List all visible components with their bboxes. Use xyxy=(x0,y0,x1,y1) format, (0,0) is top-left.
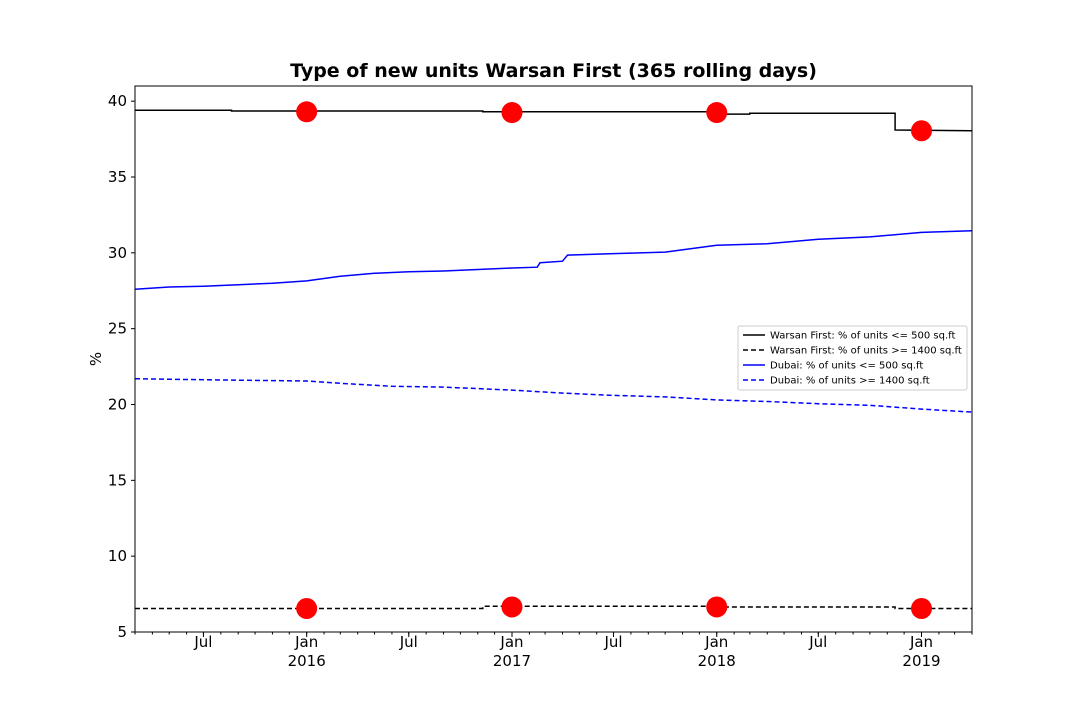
y-tick-label-5: 30 xyxy=(108,244,127,262)
marker-point-6 xyxy=(706,596,728,618)
marker-point-0 xyxy=(296,101,318,123)
marker-point-1 xyxy=(501,102,523,124)
x-tick-label-2: Jul xyxy=(399,633,418,651)
legend-label-2: Dubai: % of units <= 500 sq.ft xyxy=(770,361,923,372)
marker-point-3 xyxy=(911,120,933,142)
series-line-3 xyxy=(134,377,973,413)
y-axis-label: % xyxy=(87,352,105,366)
y-tick-label-1: 10 xyxy=(108,547,127,565)
x-tick-label-4: Jul xyxy=(603,633,622,651)
y-tick-label-6: 35 xyxy=(108,168,127,186)
series-line-2 xyxy=(134,230,973,290)
series-line-1 xyxy=(135,605,972,610)
y-tick-label-2: 15 xyxy=(108,471,127,489)
plot-frame xyxy=(134,85,973,633)
legend-box xyxy=(737,325,968,391)
x-tick-label-3: Jan xyxy=(499,633,523,651)
legend-label-3: Dubai: % of units >= 1400 sq.ft xyxy=(770,376,930,387)
x-tick-label-7: Jan xyxy=(909,633,933,651)
legend-label-1: Warsan First: % of units >= 1400 sq.ft xyxy=(770,346,962,357)
y-tick-label-0: 5 xyxy=(117,623,127,641)
x-tick-year-7: 2019 xyxy=(902,652,940,670)
x-tick-year-3: 2017 xyxy=(493,652,531,670)
y-tick-label-3: 20 xyxy=(108,396,127,414)
marker-point-7 xyxy=(911,597,933,619)
chart-title: Type of new units Warsan First (365 roll… xyxy=(290,60,817,82)
legend-label-0: Warsan First: % of units <= 500 sq.ft xyxy=(770,331,955,342)
y-tick-label-4: 25 xyxy=(108,320,127,338)
marker-point-4 xyxy=(296,597,318,619)
x-tick-year-5: 2018 xyxy=(698,652,736,670)
x-tick-year-1: 2016 xyxy=(288,652,326,670)
marker-point-2 xyxy=(706,102,728,124)
x-tick-label-6: Jul xyxy=(808,633,827,651)
x-tick-label-1: Jan xyxy=(294,633,318,651)
marker-point-5 xyxy=(501,596,523,618)
y-tick-label-7: 40 xyxy=(108,92,127,110)
series-line-0 xyxy=(135,109,973,132)
x-tick-label-5: Jan xyxy=(704,633,728,651)
x-tick-label-0: Jul xyxy=(193,633,212,651)
